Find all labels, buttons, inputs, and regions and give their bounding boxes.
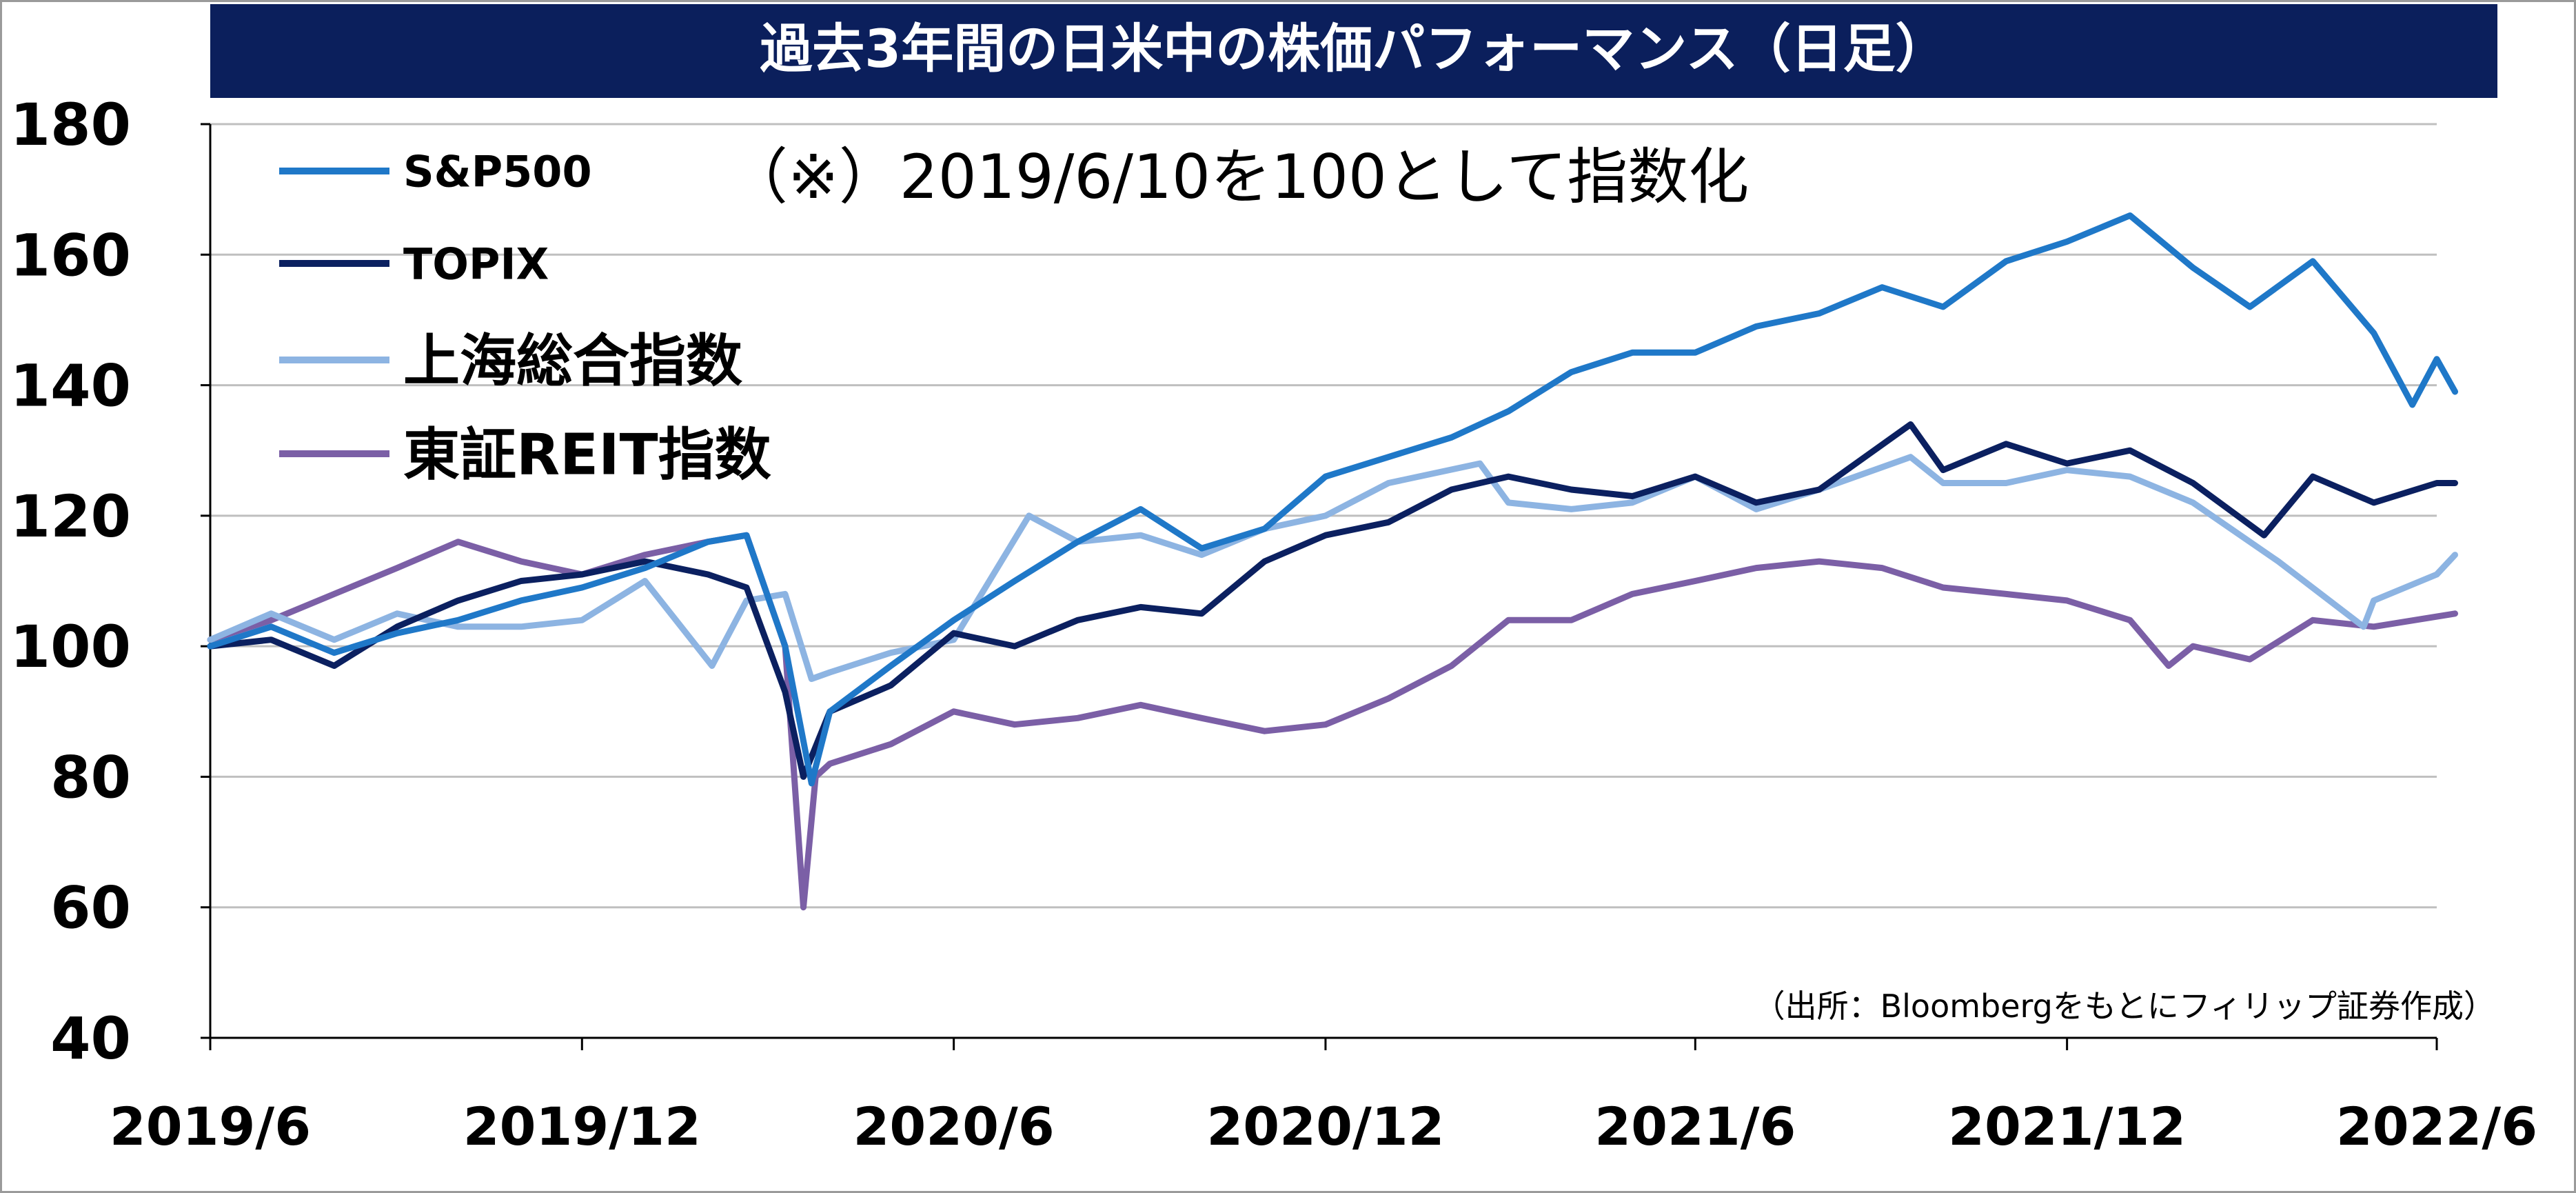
x-tick-label: 2020/6	[853, 1096, 1055, 1157]
y-axis: 40 60 80 100 120 140 160 180	[10, 91, 2437, 1072]
series-line	[207, 532, 2458, 911]
series-line	[207, 421, 2458, 780]
y-tick-label: 80	[50, 743, 131, 811]
x-tick-label: 2020/12	[1206, 1096, 1444, 1157]
x-axis: 2019/6 2019/12 2020/6 2020/12 2021/6 2021/12 2…	[110, 1038, 2537, 1157]
title-banner	[210, 4, 2497, 98]
x-tick-label: 2021/12	[1948, 1096, 2186, 1157]
legend-label: 東証REIT指数	[403, 423, 771, 488]
legend-label: TOPIX	[403, 239, 549, 289]
chart-title: 過去3年間の日米中の株価パフォーマンス（日足）	[760, 18, 1947, 79]
x-tick-label: 2019/12	[463, 1096, 701, 1157]
gridlines	[210, 123, 2437, 909]
y-tick-label: 100	[10, 613, 131, 681]
series-line	[207, 454, 2458, 682]
source-note: （出所：Bloombergをもとにフィリップ証券作成）	[1754, 988, 2495, 1025]
x-tick-label: 2019/6	[110, 1096, 311, 1157]
legend-label: 上海総合指数	[403, 329, 742, 394]
y-tick-label: 160	[10, 221, 131, 289]
y-tick-label: 140	[10, 352, 131, 420]
plot-series	[207, 212, 2458, 911]
x-tick-label: 2022/6	[2336, 1096, 2537, 1157]
y-tick-label: 180	[10, 91, 131, 159]
index-note: （※）2019/6/10を100として指数化	[727, 141, 1749, 212]
y-tick-label: 60	[50, 874, 131, 942]
y-tick-label: 40	[50, 1005, 131, 1072]
series-line	[207, 212, 2458, 787]
x-tick-label: 2021/6	[1594, 1096, 1796, 1157]
y-tick-label: 120	[10, 483, 131, 550]
legend-label: S&P500	[403, 146, 592, 197]
